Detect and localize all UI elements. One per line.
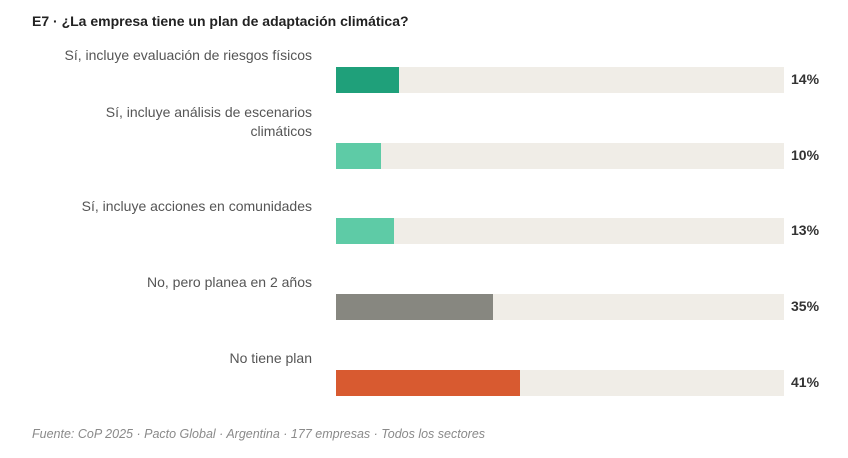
chart-title: E7 · ¿La empresa tiene un plan de adapta… [32, 13, 409, 29]
category-label: Sí, incluye evaluación de riesgos físico… [12, 46, 312, 65]
category-label: No tiene plan [12, 349, 312, 368]
category-label-line: Sí, incluye evaluación de riesgos físico… [64, 47, 312, 63]
bar-track [336, 218, 784, 244]
value-label: 13% [791, 222, 820, 238]
category-label: Sí, incluye análisis de escenarios climát… [12, 103, 312, 141]
value-label: 35% [791, 298, 820, 314]
value-label: 41% [791, 374, 820, 390]
category-label: No, pero planea en 2 años [12, 273, 312, 292]
category-label-line: No tiene plan [229, 350, 312, 366]
bar [336, 294, 493, 320]
bar [336, 370, 520, 396]
source-note: Fuente: CoP 2025 · Pacto Global · Argent… [32, 427, 486, 441]
category-label-line: Sí, incluye acciones en comunidades [81, 198, 312, 214]
bar-track [336, 143, 784, 169]
bar [336, 67, 399, 93]
bar [336, 218, 395, 244]
category-label: Sí, incluye acciones en comunidades [12, 197, 312, 216]
value-label: 10% [791, 147, 820, 163]
category-label-line: No, pero planea en 2 años [146, 274, 312, 290]
value-label: 14% [791, 71, 820, 87]
bar-track [336, 370, 784, 396]
bar-track [336, 67, 784, 93]
category-label-line: climáticos [250, 123, 312, 139]
bar [336, 143, 381, 169]
category-label-line: Sí, incluye análisis de escenarios [105, 104, 312, 120]
bar-track [336, 294, 784, 320]
